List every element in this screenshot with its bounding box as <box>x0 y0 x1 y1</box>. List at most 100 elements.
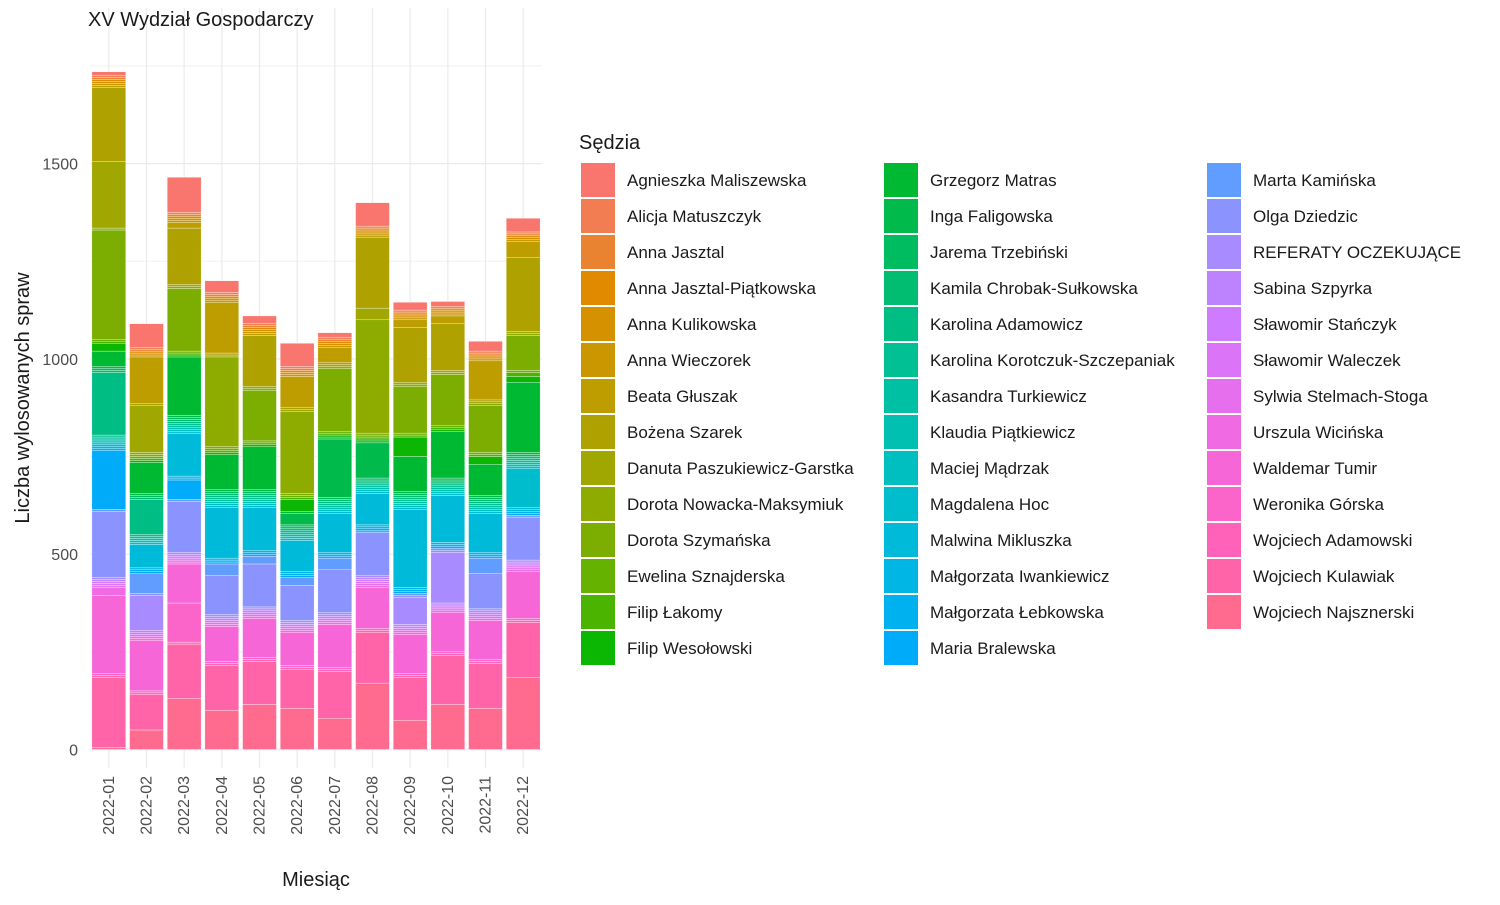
bar-segment <box>167 425 202 428</box>
legend-item: Marta Kamińska <box>1207 163 1376 197</box>
bar-segment <box>91 677 126 748</box>
bar-segment <box>129 405 164 453</box>
bar-segment <box>91 79 126 82</box>
bar-segment <box>393 503 428 506</box>
bar-segment <box>393 434 428 438</box>
bar-segment <box>506 466 541 469</box>
legend-item: Filip Łakomy <box>581 595 723 629</box>
bar-segment <box>430 552 465 604</box>
bar-segment <box>167 212 202 215</box>
bar-segment <box>430 544 465 547</box>
bar-segment <box>430 370 465 373</box>
bar-segment <box>242 325 277 328</box>
legend-label: Weronika Górska <box>1253 495 1385 514</box>
bar-segment <box>468 350 503 354</box>
bar-segment <box>204 302 239 354</box>
bar-segment <box>91 77 126 80</box>
bar-segment <box>167 419 202 422</box>
bar-segment <box>317 332 352 338</box>
bar-segment <box>506 565 541 569</box>
legend-item: Sylwia Stelmach-Stoga <box>1207 379 1428 413</box>
bar-segment <box>393 499 428 502</box>
bar-segment <box>129 639 164 692</box>
bar-segment <box>204 620 239 623</box>
x-tick-label: 2022-12 <box>515 776 532 835</box>
bar-segment <box>129 636 164 639</box>
bar-segment <box>506 239 541 242</box>
legend-label: Urszula Wicińska <box>1253 423 1384 442</box>
bar-segment <box>129 458 164 461</box>
bar-segment <box>355 442 390 479</box>
bar-segment <box>393 302 428 311</box>
bar-segment <box>317 620 352 623</box>
bar-segment <box>204 561 239 565</box>
bar-segment <box>506 622 541 678</box>
bar-segment <box>468 573 503 610</box>
bar-segment <box>468 663 503 709</box>
bar-segment <box>355 587 390 629</box>
bar-segment <box>204 616 239 619</box>
bar-segment <box>242 554 277 557</box>
bar-segment <box>242 388 277 391</box>
bar-segment <box>317 669 352 672</box>
bar-segment <box>430 485 465 488</box>
bar-segment <box>430 479 465 483</box>
bar-segment <box>91 434 126 438</box>
legend-key <box>1207 343 1241 377</box>
bar-segment <box>91 581 126 584</box>
bar-segment <box>317 624 352 668</box>
legend-item: Wojciech Najsznerski <box>1207 595 1414 629</box>
bar-segment <box>204 446 239 449</box>
bar-segment <box>317 432 352 436</box>
legend-label: Maria Bralewska <box>930 639 1056 658</box>
bar-segment <box>280 499 315 512</box>
legend-key <box>884 163 918 197</box>
bar-segment <box>204 503 239 506</box>
legend-item: Wojciech Adamowski <box>1207 523 1412 557</box>
bar-segment <box>167 177 202 213</box>
bar-segment <box>468 614 503 617</box>
bar-segment <box>468 495 503 498</box>
bar-segment <box>393 319 428 328</box>
legend-item: Anna Kulikowska <box>581 307 757 341</box>
bar-segment <box>204 298 239 301</box>
bar-segment <box>167 423 202 426</box>
bar-segment <box>204 622 239 625</box>
bar-segment <box>468 452 503 455</box>
bar-segment <box>280 511 315 514</box>
bar-segment <box>355 483 390 487</box>
bar-segment <box>280 343 315 367</box>
bar-segment <box>355 477 390 481</box>
bar-segment <box>317 507 352 510</box>
x-tick-label: 2022-06 <box>289 776 306 835</box>
bar-segment <box>280 538 315 541</box>
bar-segment <box>468 499 503 502</box>
legend-key <box>884 451 918 485</box>
bar-segment <box>317 616 352 619</box>
bar-segment <box>355 485 390 488</box>
bar-segment <box>430 323 465 371</box>
bar-segment <box>242 659 277 662</box>
bar-segment <box>242 610 277 613</box>
bar-segment <box>506 235 541 238</box>
legend-key <box>884 559 918 593</box>
bar-segment <box>242 606 277 610</box>
bar-segment <box>430 655 465 705</box>
legend-label: Danuta Paszukiewicz-Garstka <box>627 459 854 478</box>
bar-segment <box>355 489 390 492</box>
bar-segment <box>242 442 277 446</box>
bar-segment <box>242 555 277 565</box>
bar-segment <box>430 653 465 656</box>
bar-segment <box>242 499 277 502</box>
bar-segment <box>167 284 202 287</box>
bar-segment <box>280 632 315 666</box>
legend-item: Agnieszka Maliszewska <box>581 163 807 197</box>
bar-segment <box>91 587 126 596</box>
bar-segment <box>506 507 541 510</box>
bar-segment <box>430 425 465 428</box>
x-tick-label: 2022-09 <box>402 776 419 835</box>
bar-segment <box>242 444 277 447</box>
legend-item: Weronika Górska <box>1207 487 1385 521</box>
bar-segment <box>393 456 428 492</box>
